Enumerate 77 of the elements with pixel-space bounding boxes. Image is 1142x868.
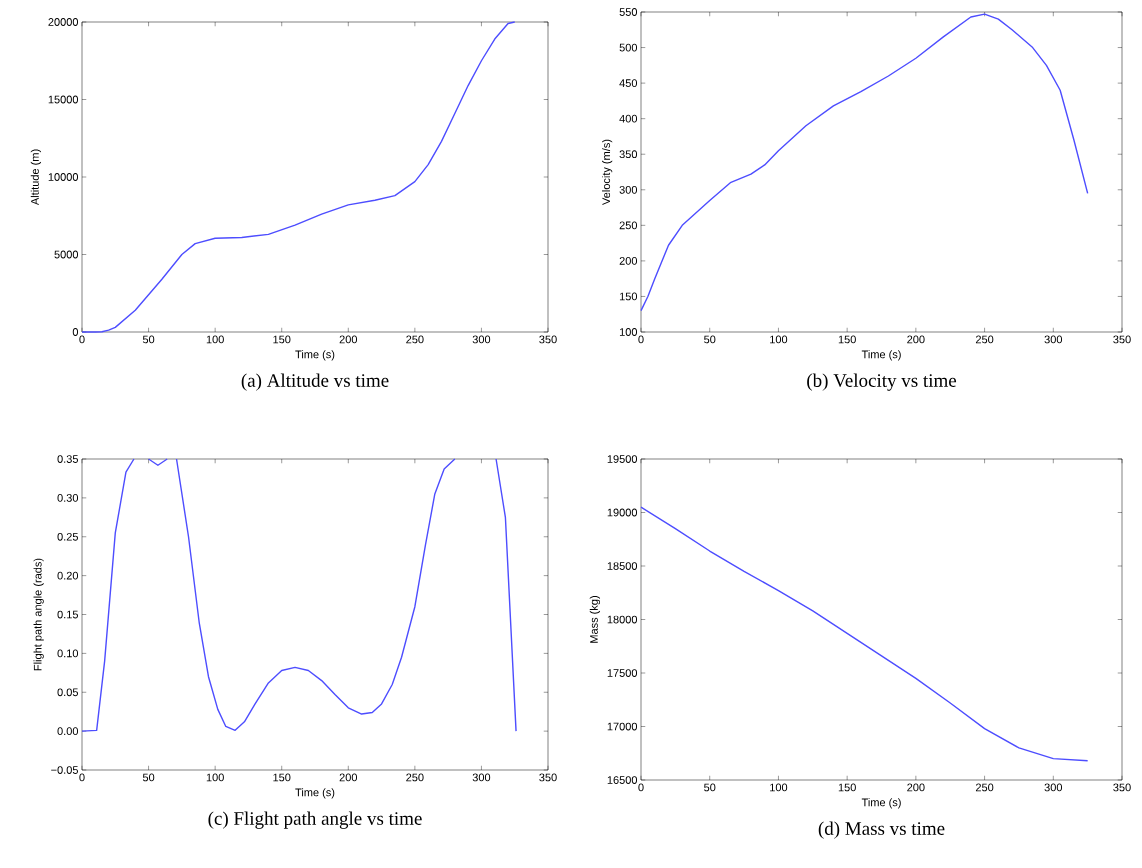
y-tick-label: 0.15: [57, 610, 78, 619]
x-tick-label: 0: [79, 773, 85, 782]
x-axis-title: Time (s): [861, 798, 901, 809]
y-axis-title: Flight path angle (rads): [33, 558, 44, 671]
x-tick-label: 0: [638, 335, 644, 344]
y-tick-label: 0.25: [57, 532, 78, 541]
y-tick-label: 0.20: [57, 571, 79, 580]
x-tick-label: 350: [1113, 335, 1131, 344]
y-tick-label: 17500: [607, 669, 638, 677]
y-tick-label: 100: [619, 328, 638, 336]
y-tick-label: 0.05: [57, 688, 78, 697]
x-tick-label: 250: [406, 773, 424, 782]
y-tick-label: 250: [619, 221, 638, 230]
y-tick-label: 0.35: [57, 455, 78, 463]
x-axis-title: Time (s): [295, 788, 335, 799]
y-axis-title: Mass (kg): [589, 596, 601, 643]
line-series: [640, 13, 1089, 312]
y-tick-label: 19000: [607, 508, 638, 517]
x-tick-label: 50: [704, 335, 716, 344]
x-axis-title: Time (s): [295, 350, 335, 361]
x-tick-label: 0: [638, 783, 644, 792]
y-tick-label: 400: [619, 114, 638, 123]
x-tick-label: 50: [704, 783, 716, 792]
y-tick-label: 16500: [607, 776, 638, 784]
x-tick-label: 200: [907, 783, 925, 792]
x-tick-label: 350: [539, 335, 557, 344]
y-tick-label: 0: [72, 328, 79, 336]
y-tick-label: 300: [619, 185, 638, 194]
y-tick-label: 200: [619, 257, 638, 265]
x-tick-label: 300: [1044, 335, 1063, 344]
x-tick-label: 250: [406, 335, 424, 344]
y-tick-label: 450: [619, 79, 638, 88]
x-tick-label: 0: [79, 335, 85, 344]
x-axis-title: Time (s): [861, 350, 901, 361]
x-tick-label: 200: [339, 335, 358, 344]
y-tick-label: 17000: [607, 722, 638, 731]
x-tick-label: 100: [770, 783, 788, 792]
x-tick-label: 350: [539, 773, 557, 782]
y-tick-label: 19500: [607, 455, 638, 463]
x-tick-label: 50: [142, 773, 155, 782]
y-tick-label: 350: [619, 150, 638, 159]
x-tick-label: 150: [838, 335, 856, 344]
x-tick-label: 300: [472, 335, 491, 344]
x-tick-label: 300: [472, 773, 491, 782]
x-tick-label: 150: [273, 335, 291, 344]
x-tick-label: 150: [838, 783, 856, 792]
x-tick-label: 150: [273, 773, 291, 782]
y-tick-label: 5000: [54, 250, 79, 259]
x-tick-label: 250: [975, 335, 994, 344]
x-tick-label: 50: [142, 335, 155, 344]
y-tick-label: 15000: [48, 95, 79, 104]
y-tick-label: 0.30: [57, 494, 79, 502]
y-tick-label: 0.00: [57, 727, 79, 736]
y-tick-label: 150: [619, 292, 638, 301]
text: (b) Velocity vs time: [807, 373, 957, 391]
x-tick-label: 200: [907, 335, 925, 344]
x-tick-label: 100: [206, 335, 224, 344]
x-tick-label: 350: [1113, 783, 1131, 792]
x-tick-label: 100: [770, 335, 788, 344]
line-series: [81, 21, 516, 333]
y-tick-label: 500: [619, 43, 638, 52]
x-tick-label: 200: [339, 773, 358, 782]
y-tick-label: 10000: [48, 173, 79, 181]
y-tick-label: 20000: [48, 18, 79, 26]
text: (a) Altitude vs time: [241, 373, 389, 391]
y-axis-title: Altitude (m): [30, 149, 42, 206]
y-tick-label: 18500: [607, 562, 638, 570]
y-tick-label: −0.05: [51, 766, 78, 774]
text: (c) Flight path angle vs time: [208, 811, 422, 829]
y-tick-label: 0.10: [57, 649, 79, 658]
x-tick-label: 300: [1044, 783, 1063, 792]
x-tick-label: 100: [206, 773, 224, 782]
y-tick-label: 18000: [607, 615, 638, 624]
y-tick-label: 550: [619, 8, 638, 16]
y-axis-title: Velocity (m/s): [602, 139, 613, 205]
x-tick-label: 250: [975, 783, 994, 792]
text: (d) Mass vs time: [818, 821, 945, 839]
